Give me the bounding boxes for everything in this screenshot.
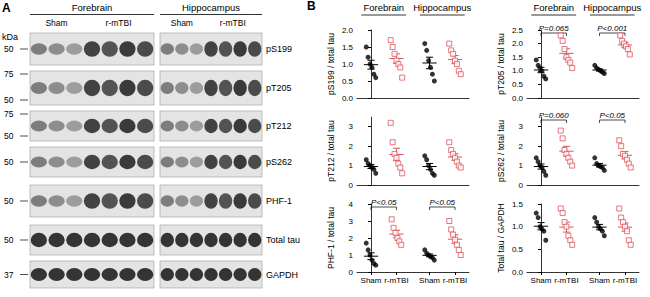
svg-text:P<0.05: P<0.05 [371, 198, 397, 207]
svg-text:Sham: Sham [589, 276, 610, 285]
svg-text:GAPDH: GAPDH [266, 270, 298, 280]
svg-text:0.5: 0.5 [512, 80, 524, 89]
svg-text:1.5: 1.5 [512, 200, 524, 209]
svg-text:pT205 / total tau: pT205 / total tau [496, 33, 506, 95]
svg-text:P<0.05: P<0.05 [429, 198, 455, 207]
svg-text:Hippocampus: Hippocampus [583, 2, 641, 13]
svg-text:pT205: pT205 [266, 83, 292, 93]
svg-text:1.0: 1.0 [512, 66, 524, 75]
svg-text:pT212 / total tau: pT212 / total tau [326, 120, 336, 182]
svg-text:Forebrain: Forebrain [363, 2, 404, 13]
svg-text:50: 50 [4, 235, 14, 245]
svg-text:A: A [2, 1, 11, 15]
svg-text:2: 2 [349, 234, 354, 243]
svg-text:P=0.060: P=0.060 [539, 111, 570, 120]
svg-text:1: 1 [349, 251, 354, 260]
svg-text:1.0: 1.0 [342, 60, 354, 69]
svg-text:Hippocampus: Hippocampus [182, 2, 240, 13]
svg-text:2: 2 [349, 142, 354, 151]
svg-text:r-mTBI: r-mTBI [384, 276, 408, 285]
svg-text:Hippocampus: Hippocampus [413, 2, 471, 13]
svg-text:Sham: Sham [531, 276, 552, 285]
svg-text:Forebrain: Forebrain [533, 2, 574, 13]
svg-text:kDa: kDa [2, 32, 18, 42]
svg-text:50: 50 [4, 95, 14, 105]
svg-text:Sham: Sham [171, 18, 193, 28]
svg-text:50: 50 [4, 131, 14, 141]
svg-text:2.5: 2.5 [512, 26, 524, 35]
svg-text:r-mTBI: r-mTBI [613, 276, 637, 285]
svg-text:0.5: 0.5 [512, 245, 524, 254]
svg-text:P=0.065: P=0.065 [539, 24, 570, 33]
svg-text:0: 0 [349, 181, 354, 190]
svg-text:4: 4 [349, 200, 354, 209]
svg-text:pS262: pS262 [266, 157, 292, 167]
svg-text:0: 0 [519, 181, 524, 190]
svg-text:37: 37 [4, 270, 14, 280]
svg-text:50: 50 [4, 44, 14, 54]
svg-text:pT212: pT212 [266, 121, 292, 131]
svg-text:P<0.05: P<0.05 [599, 111, 625, 120]
svg-text:Sham: Sham [419, 276, 440, 285]
svg-text:Total tau: Total tau [266, 235, 300, 245]
svg-text:3: 3 [349, 217, 354, 226]
svg-text:1.5: 1.5 [342, 43, 354, 52]
svg-text:1.5: 1.5 [512, 53, 524, 62]
svg-text:1: 1 [349, 161, 354, 170]
svg-text:Total tau / GAPDH: Total tau / GAPDH [496, 203, 506, 272]
svg-text:pS262 / total tau: pS262 / total tau [496, 120, 506, 182]
svg-text:Forebrain: Forebrain [72, 2, 113, 13]
svg-text:0: 0 [349, 268, 354, 277]
svg-text:P<0.001: P<0.001 [597, 24, 627, 33]
svg-text:0.0: 0.0 [512, 94, 524, 103]
svg-text:1.0: 1.0 [512, 222, 524, 231]
svg-text:r-mTBI: r-mTBI [443, 276, 467, 285]
svg-text:2: 2 [519, 142, 524, 151]
svg-text:B: B [307, 0, 316, 13]
svg-text:pS199: pS199 [266, 44, 292, 54]
svg-text:3: 3 [349, 122, 354, 131]
svg-text:1: 1 [519, 161, 524, 170]
svg-text:0.0: 0.0 [512, 268, 524, 277]
svg-text:Sham: Sham [45, 18, 67, 28]
svg-text:PHF-1: PHF-1 [266, 196, 292, 206]
svg-text:2.0: 2.0 [512, 39, 524, 48]
svg-text:50: 50 [4, 196, 14, 206]
svg-text:PHF-1 / total tau: PHF-1 / total tau [326, 207, 336, 269]
svg-text:75: 75 [4, 69, 14, 79]
svg-text:75: 75 [4, 109, 14, 119]
svg-text:50: 50 [4, 157, 14, 167]
svg-text:r-mTBI: r-mTBI [554, 276, 578, 285]
svg-text:pS199 / total tau: pS199 / total tau [326, 33, 336, 95]
svg-text:0.5: 0.5 [342, 77, 354, 86]
svg-text:3: 3 [519, 122, 524, 131]
svg-text:r-mTBI: r-mTBI [220, 18, 246, 28]
svg-text:Sham: Sham [361, 276, 382, 285]
svg-text:2.0: 2.0 [342, 26, 354, 35]
svg-text:r-mTBI: r-mTBI [106, 18, 132, 28]
svg-text:0.0: 0.0 [342, 94, 354, 103]
